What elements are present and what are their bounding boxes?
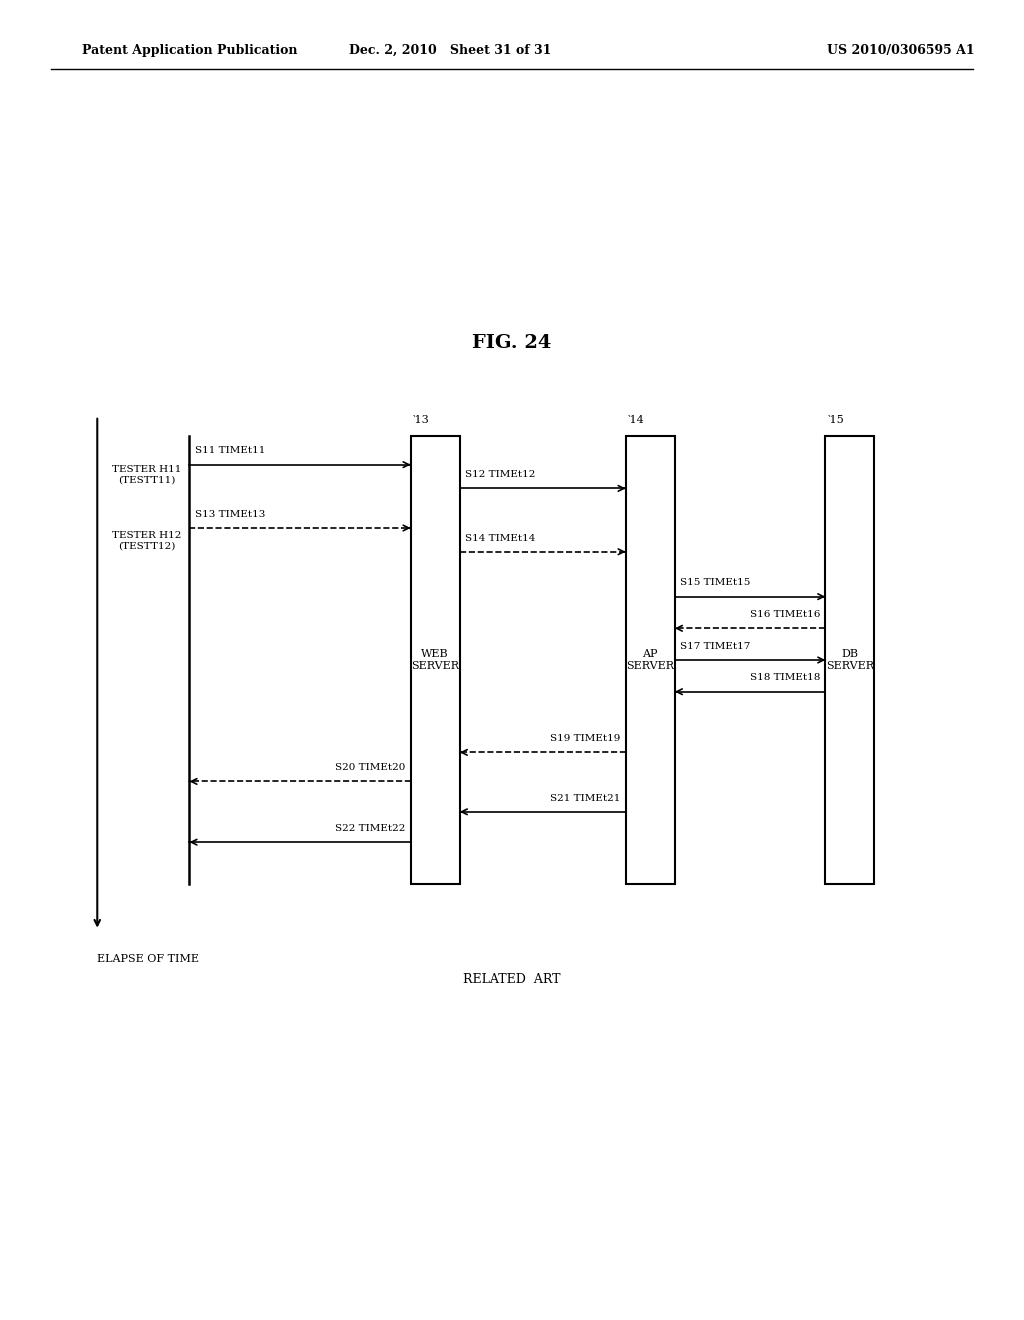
Bar	[626, 436, 675, 884]
Bar	[825, 436, 874, 884]
Text: ‵15: ‵15	[827, 414, 844, 425]
Text: S19 TIMEt19: S19 TIMEt19	[550, 734, 621, 743]
Text: S12 TIMEt12: S12 TIMEt12	[465, 470, 536, 479]
Text: TESTER H12
(TESTT12): TESTER H12 (TESTT12)	[112, 532, 181, 550]
Text: WEB
SERVER: WEB SERVER	[412, 649, 459, 671]
Text: DB
SERVER: DB SERVER	[826, 649, 873, 671]
Text: Dec. 2, 2010   Sheet 31 of 31: Dec. 2, 2010 Sheet 31 of 31	[349, 44, 552, 57]
Bar	[411, 436, 460, 884]
Text: RELATED  ART: RELATED ART	[463, 973, 561, 986]
Text: S18 TIMEt18: S18 TIMEt18	[750, 673, 820, 682]
Text: FIG. 24: FIG. 24	[472, 334, 552, 352]
Text: S20 TIMEt20: S20 TIMEt20	[335, 763, 406, 772]
Text: S15 TIMEt15: S15 TIMEt15	[680, 578, 751, 587]
Text: ‵13: ‵13	[413, 414, 429, 425]
Text: S17 TIMEt17: S17 TIMEt17	[680, 642, 751, 651]
Text: S21 TIMEt21: S21 TIMEt21	[550, 793, 621, 803]
Text: ELAPSE OF TIME: ELAPSE OF TIME	[97, 954, 200, 965]
Text: S16 TIMEt16: S16 TIMEt16	[750, 610, 820, 619]
Text: S14 TIMEt14: S14 TIMEt14	[465, 533, 536, 543]
Text: Patent Application Publication: Patent Application Publication	[82, 44, 297, 57]
Text: AP
SERVER: AP SERVER	[627, 649, 674, 671]
Text: US 2010/0306595 A1: US 2010/0306595 A1	[827, 44, 975, 57]
Text: ‵14: ‵14	[628, 414, 644, 425]
Text: S13 TIMEt13: S13 TIMEt13	[195, 510, 265, 519]
Text: S22 TIMEt22: S22 TIMEt22	[335, 824, 406, 833]
Text: TESTER H11
(TESTT11): TESTER H11 (TESTT11)	[112, 466, 181, 484]
Text: S11 TIMEt11: S11 TIMEt11	[195, 446, 265, 455]
